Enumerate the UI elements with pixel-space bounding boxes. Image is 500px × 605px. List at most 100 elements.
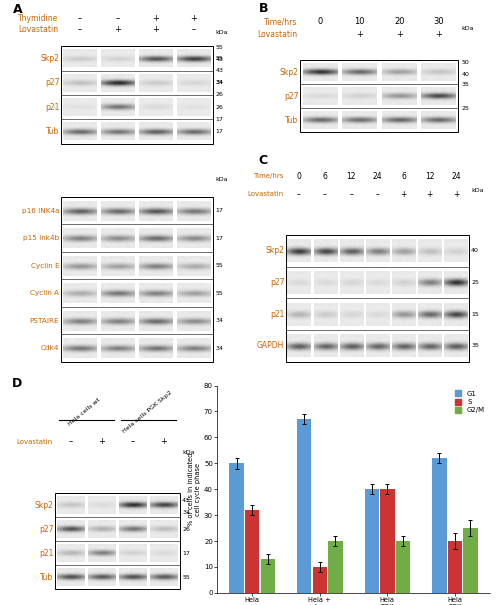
Text: Time/hrs: Time/hrs	[264, 17, 298, 26]
Text: Lovastatin: Lovastatin	[257, 30, 298, 39]
Text: 26: 26	[182, 527, 190, 532]
Text: +: +	[114, 25, 121, 34]
Text: GAPDH: GAPDH	[257, 341, 284, 350]
Text: kDa: kDa	[471, 188, 484, 193]
Text: 34: 34	[182, 510, 190, 515]
Bar	[364, 489, 379, 593]
Text: 55: 55	[216, 290, 224, 296]
Text: 40: 40	[462, 72, 469, 77]
Text: kDa: kDa	[216, 177, 228, 183]
Text: +: +	[435, 30, 442, 39]
Text: p21: p21	[45, 103, 60, 112]
Bar	[61, 46, 212, 144]
Text: 40: 40	[471, 248, 479, 253]
Text: 25: 25	[471, 280, 479, 285]
Text: –: –	[376, 190, 380, 199]
Bar	[463, 528, 477, 593]
Text: 12: 12	[346, 172, 356, 181]
Text: p27: p27	[45, 78, 60, 87]
Text: 24: 24	[372, 172, 382, 181]
Text: 34: 34	[216, 318, 224, 323]
Text: 15: 15	[471, 312, 479, 316]
Text: Skp2: Skp2	[266, 246, 284, 255]
Text: 6: 6	[322, 172, 328, 181]
Text: –: –	[323, 190, 327, 199]
Text: 0: 0	[318, 17, 323, 26]
Text: Thymidine: Thymidine	[18, 15, 58, 24]
Bar	[300, 60, 458, 132]
Text: Cyclin E: Cyclin E	[30, 263, 60, 269]
Text: 34: 34	[216, 80, 224, 85]
Text: Time/hrs: Time/hrs	[254, 173, 284, 179]
Text: 43: 43	[216, 68, 224, 73]
Text: Tub: Tub	[40, 573, 54, 582]
Text: –: –	[131, 437, 135, 446]
Text: +: +	[453, 190, 459, 199]
Text: 34: 34	[216, 345, 224, 351]
Text: 12: 12	[425, 172, 434, 181]
Text: Tub: Tub	[285, 116, 298, 125]
Bar	[286, 235, 469, 362]
Text: +: +	[152, 25, 160, 34]
Text: +: +	[396, 30, 402, 39]
Text: –: –	[350, 190, 353, 199]
Text: A: A	[12, 3, 22, 16]
Bar	[312, 567, 327, 593]
Text: Hela cells wt: Hela cells wt	[68, 397, 102, 427]
Text: p15 Ink4b: p15 Ink4b	[23, 235, 60, 241]
Bar	[61, 197, 212, 362]
Text: p21: p21	[270, 310, 284, 319]
Text: Hela cells PGK Skp2: Hela cells PGK Skp2	[122, 390, 172, 434]
Text: +: +	[160, 437, 168, 446]
Text: p16 INK4a: p16 INK4a	[22, 208, 60, 214]
Text: 25: 25	[462, 106, 469, 111]
Text: 26: 26	[216, 93, 224, 97]
Text: Cyclin A: Cyclin A	[30, 290, 60, 296]
Bar	[448, 541, 462, 593]
Text: +: +	[400, 190, 407, 199]
Bar	[396, 541, 410, 593]
Text: 50: 50	[462, 60, 469, 65]
Text: +: +	[98, 437, 105, 446]
Bar	[245, 510, 260, 593]
Text: –: –	[116, 15, 120, 24]
Text: 24: 24	[451, 172, 461, 181]
Text: Lovastatin: Lovastatin	[16, 439, 52, 445]
Text: 55: 55	[216, 263, 224, 268]
Text: 30: 30	[434, 17, 444, 26]
Text: Skp2: Skp2	[280, 68, 298, 77]
Text: Lovastatin: Lovastatin	[248, 191, 284, 197]
Text: 20: 20	[394, 17, 404, 26]
Text: B: B	[259, 2, 268, 15]
Text: 0: 0	[296, 172, 302, 181]
Text: p27: p27	[270, 278, 284, 287]
Bar	[230, 463, 244, 593]
Text: kDa: kDa	[462, 27, 474, 31]
Text: 55: 55	[182, 575, 190, 580]
Text: –: –	[78, 25, 82, 34]
Text: +: +	[426, 190, 433, 199]
Text: 43: 43	[216, 57, 224, 62]
Text: Lovastatin: Lovastatin	[18, 25, 58, 34]
Bar	[380, 489, 394, 593]
Text: Tub: Tub	[46, 127, 60, 136]
Bar	[328, 541, 342, 593]
Text: +: +	[356, 30, 363, 39]
Bar	[297, 419, 312, 593]
Text: 26: 26	[216, 105, 224, 110]
Text: +: +	[190, 15, 197, 24]
Bar	[55, 494, 180, 589]
Text: 55: 55	[216, 56, 224, 61]
Text: 17: 17	[182, 551, 190, 556]
Legend: G1, S, G2/M: G1, S, G2/M	[453, 389, 486, 415]
Text: Cdk4: Cdk4	[41, 345, 60, 351]
Bar	[432, 458, 446, 593]
Text: 35: 35	[471, 343, 479, 348]
Text: 17: 17	[216, 236, 224, 241]
Text: 17: 17	[216, 117, 224, 122]
Text: 55: 55	[216, 45, 224, 50]
Text: p27: p27	[284, 91, 298, 100]
Text: +: +	[152, 15, 160, 24]
Text: kDa: kDa	[216, 30, 228, 34]
Text: PSTAIRE: PSTAIRE	[30, 318, 60, 324]
